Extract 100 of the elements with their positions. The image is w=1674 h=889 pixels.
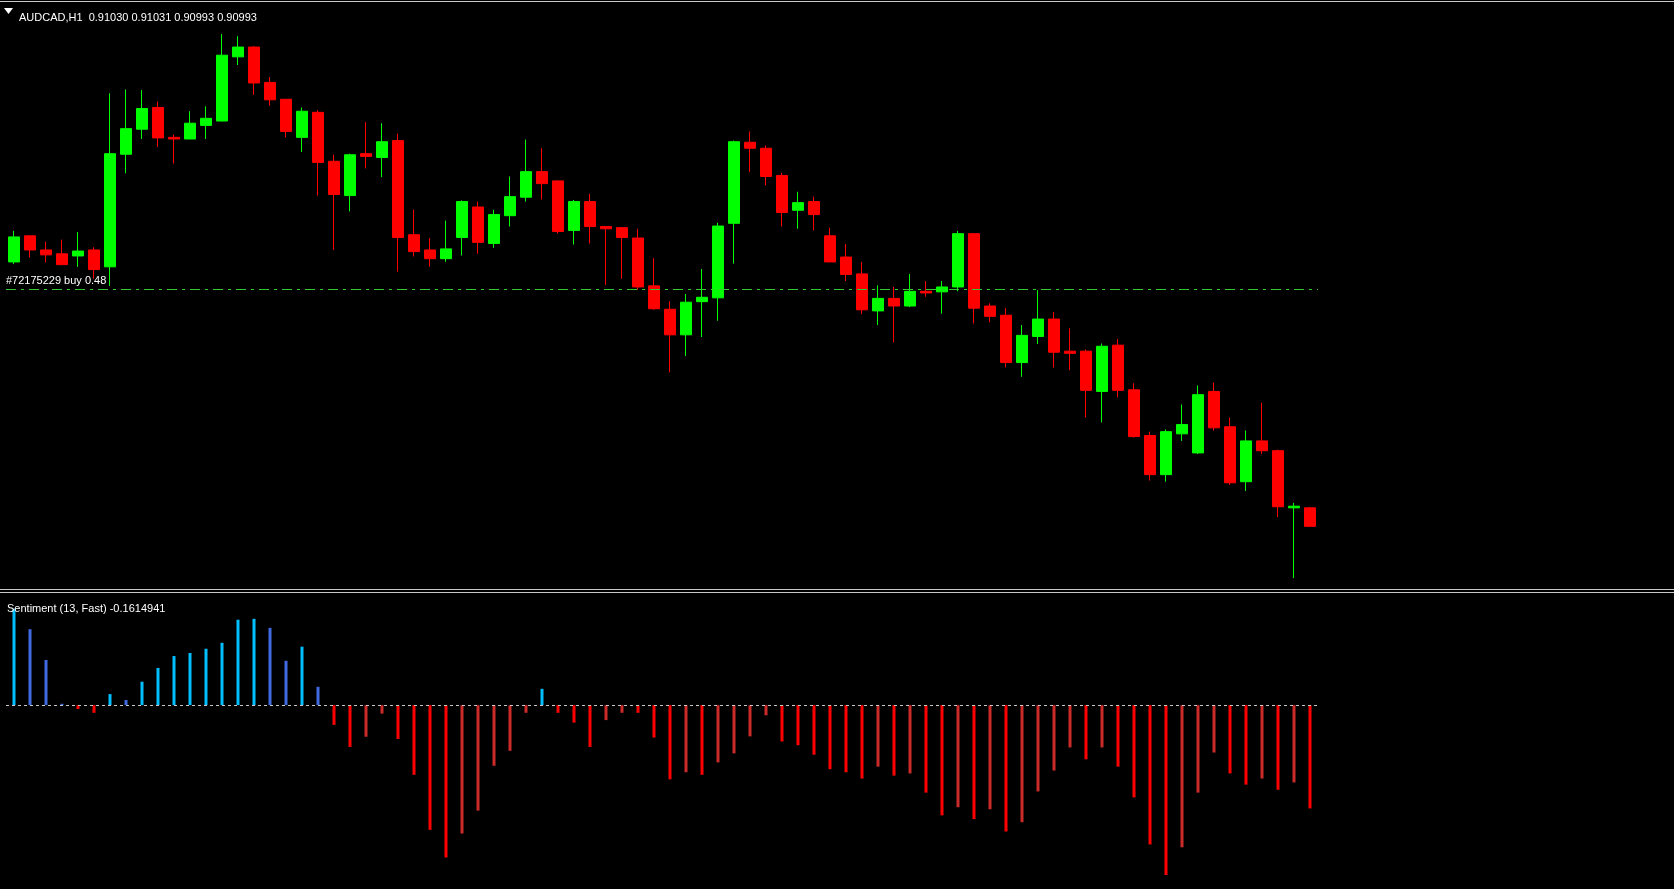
bar: [1228, 705, 1232, 774]
candlestick: [664, 300, 676, 373]
candlestick: [984, 302, 996, 323]
bar: [1276, 705, 1280, 790]
candlestick: [296, 106, 308, 153]
bar: [428, 705, 432, 830]
candlestick: [1096, 343, 1108, 423]
bar: [716, 705, 720, 763]
chart-title: Sentiment (13, Fast) -0.1614941: [7, 601, 166, 614]
bar: [1068, 705, 1072, 748]
candlestick: [1192, 384, 1204, 455]
candlestick: [184, 110, 196, 140]
candlestick: [968, 233, 980, 324]
candlestick: [216, 33, 228, 122]
candlestick: [440, 220, 452, 263]
bar: [828, 705, 832, 770]
candlestick: [1000, 307, 1012, 368]
bar: [348, 705, 352, 747]
bar: [844, 705, 848, 773]
candlestick: [264, 76, 276, 107]
bar: [28, 629, 32, 706]
candlestick: [1112, 338, 1124, 398]
bar: [1100, 705, 1104, 748]
bar: [812, 705, 816, 755]
candlestick: [600, 225, 612, 286]
candlestick: [1288, 502, 1300, 579]
bar: [1084, 705, 1088, 760]
candlestick: [536, 147, 548, 200]
candlestick: [952, 230, 964, 292]
candlestick: [696, 268, 708, 338]
candlestick: [104, 92, 116, 287]
candlestick: [1256, 402, 1268, 455]
candlestick: [792, 191, 804, 230]
bar: [1212, 705, 1216, 753]
candlestick: [1048, 311, 1060, 368]
candlestick: [712, 222, 724, 322]
candlestick: [1208, 382, 1220, 432]
bar: [444, 705, 448, 858]
bar: [124, 700, 128, 706]
candlestick: [520, 139, 532, 203]
candlestick: [360, 121, 372, 169]
bar: [380, 705, 384, 714]
candlestick: [744, 130, 756, 173]
candlestick: [56, 239, 68, 266]
bar: [188, 652, 192, 706]
candlestick: [1144, 431, 1156, 482]
bar: [972, 705, 976, 820]
candlestick: [472, 201, 484, 255]
candlestick: [280, 98, 292, 138]
candlestick: [1160, 428, 1172, 483]
candlestick: [136, 89, 148, 140]
candlestick: [680, 293, 692, 357]
candlestick: [392, 133, 404, 273]
candlestick: [312, 109, 324, 197]
bar: [44, 659, 48, 706]
candlestick: [824, 227, 836, 263]
bar: [236, 619, 240, 706]
bar: [620, 705, 624, 713]
bar: [492, 705, 496, 766]
bar: [652, 705, 656, 738]
bar: [172, 656, 176, 706]
candlestick: [504, 176, 516, 228]
candlestick: [40, 241, 52, 263]
bar: [956, 705, 960, 808]
candlestick: [424, 237, 436, 268]
candlestick: [760, 145, 772, 186]
candlestick: [232, 35, 244, 66]
candlestick: [24, 235, 36, 259]
bar: [636, 705, 640, 713]
bar: [764, 705, 768, 716]
candlestick: [568, 199, 580, 246]
bar: [924, 705, 928, 793]
candlestick: [1304, 506, 1316, 527]
bar: [364, 705, 368, 737]
bar: [780, 705, 784, 742]
bar: [1036, 705, 1040, 792]
bar: [156, 667, 160, 706]
candlestick: [1080, 349, 1092, 419]
candlestick: [376, 122, 388, 178]
chart-title: AUDCAD,H1 0.91030 0.91031 0.90993 0.90993: [19, 10, 257, 23]
bar: [220, 642, 224, 706]
bar: [1260, 705, 1264, 779]
candlestick: [1032, 289, 1044, 345]
bar: [300, 646, 304, 706]
candlestick: [408, 209, 420, 257]
bar: [1020, 705, 1024, 823]
candlestick: [488, 209, 500, 249]
bar: [988, 705, 992, 810]
bar: [108, 694, 112, 706]
candlestick: [1240, 430, 1252, 492]
candlestick: [1224, 417, 1236, 486]
bar: [748, 705, 752, 737]
bar: [1148, 705, 1152, 845]
bar: [284, 660, 288, 706]
bar: [460, 705, 464, 834]
bar: [1116, 705, 1120, 767]
ref-line-label: #72175229 buy 0.48: [6, 274, 107, 287]
candlestick: [72, 231, 84, 268]
candlestick: [856, 261, 868, 315]
bar: [252, 618, 256, 706]
